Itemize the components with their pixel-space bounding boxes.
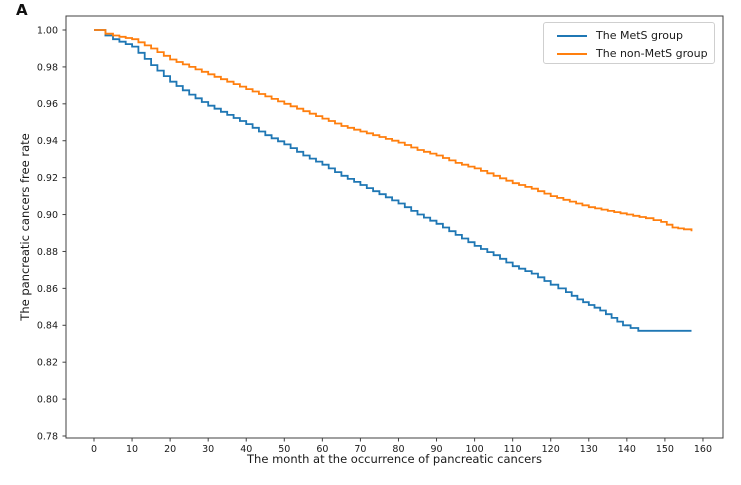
x-tick-label: 50 xyxy=(278,444,290,455)
y-tick-label: 0.90 xyxy=(37,210,58,221)
x-tick-label: 80 xyxy=(392,444,404,455)
legend-item-non-mets: The non-MetS group xyxy=(557,45,708,63)
x-tick-label: 150 xyxy=(656,444,674,455)
legend-label-non-mets: The non-MetS group xyxy=(596,47,708,60)
non-mets-line-swatch xyxy=(557,53,587,55)
x-tick-label: 130 xyxy=(580,444,598,455)
legend-label-mets: The MetS group xyxy=(596,29,683,42)
y-tick-label: 0.88 xyxy=(37,247,58,258)
legend: The MetS group The non-MetS group xyxy=(543,22,715,64)
y-tick-label: 1.00 xyxy=(37,25,58,36)
x-tick-label: 60 xyxy=(316,444,328,455)
x-tick-label: 30 xyxy=(202,444,214,455)
x-tick-label: 40 xyxy=(240,444,252,455)
y-tick-label: 0.96 xyxy=(37,99,58,110)
x-axis-title: The month at the occurrence of pancreati… xyxy=(247,452,542,466)
x-tick-label: 90 xyxy=(430,444,442,455)
y-tick-label: 0.92 xyxy=(37,173,58,184)
y-tick-label: 0.86 xyxy=(37,284,58,295)
y-tick-label: 0.78 xyxy=(37,431,58,442)
mets-line-swatch xyxy=(557,35,587,37)
series-line-the-non-mets-group xyxy=(94,29,693,232)
y-tick-label: 0.82 xyxy=(37,358,58,369)
y-tick-label: 0.94 xyxy=(37,136,58,147)
plot-frame xyxy=(65,15,724,439)
panel-label: A xyxy=(16,1,28,19)
x-tick-label: 100 xyxy=(466,444,484,455)
x-tick-label: 140 xyxy=(618,444,636,455)
x-tick-label: 0 xyxy=(91,444,97,455)
legend-item-mets: The MetS group xyxy=(557,27,706,45)
x-tick-label: 20 xyxy=(164,444,176,455)
x-tick-label: 110 xyxy=(504,444,522,455)
x-tick-label: 120 xyxy=(542,444,560,455)
series-line-the-mets-group xyxy=(94,29,692,332)
y-tick-label: 0.98 xyxy=(37,62,58,73)
x-tick-label: 160 xyxy=(694,444,712,455)
x-tick-label: 10 xyxy=(126,444,138,455)
y-axis-title: The pancreatic cancers free rate xyxy=(18,133,32,321)
y-tick-label: 0.80 xyxy=(37,395,58,406)
x-tick-label: 70 xyxy=(354,444,366,455)
y-tick-label: 0.84 xyxy=(37,321,58,332)
